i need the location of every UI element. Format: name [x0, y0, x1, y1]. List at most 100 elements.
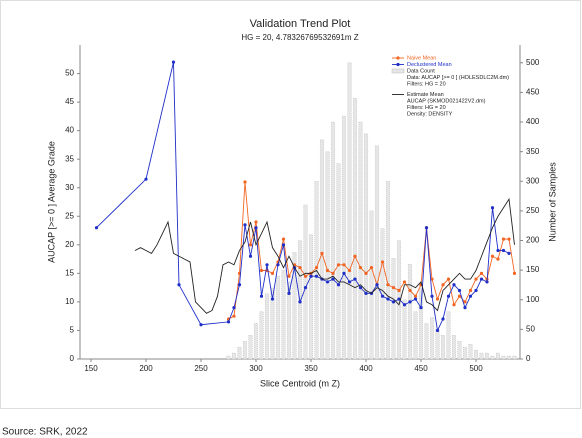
point — [364, 271, 368, 275]
point — [380, 260, 385, 264]
count-bar — [429, 317, 435, 360]
count-bar — [407, 263, 413, 360]
point — [353, 254, 357, 258]
y-tick-label: 10 — [65, 297, 74, 306]
point — [430, 277, 434, 281]
count-bar — [451, 335, 457, 360]
point — [303, 274, 308, 278]
count-bar — [501, 355, 506, 360]
count-bar — [270, 287, 275, 360]
y-tick-label: 0 — [70, 354, 75, 363]
count-bar — [248, 335, 253, 360]
point — [276, 263, 280, 267]
point — [287, 291, 291, 295]
point — [408, 288, 412, 293]
count-bar — [380, 228, 385, 360]
point — [452, 283, 456, 287]
point — [402, 303, 407, 307]
series-line — [134, 197, 515, 314]
count-bar — [374, 145, 380, 360]
point — [364, 291, 368, 295]
point — [342, 271, 346, 275]
y2-tick-label: 150 — [526, 265, 540, 274]
count-bar — [424, 323, 429, 360]
count-bar — [391, 258, 396, 360]
x-tick-label: 450 — [414, 364, 428, 373]
count-bar — [490, 355, 495, 360]
count-bar — [352, 98, 358, 360]
point — [331, 271, 335, 275]
point — [457, 288, 462, 293]
y2-tick-label: 300 — [526, 176, 540, 185]
count-bar — [347, 62, 352, 360]
count-bar — [369, 210, 374, 360]
y-tick-label: 40 — [65, 126, 74, 135]
count-bar — [358, 121, 363, 360]
count-bar — [226, 355, 231, 360]
point — [254, 226, 258, 230]
count-bar — [286, 281, 292, 360]
y2-axis-label: Number of Samples — [547, 162, 557, 242]
point — [298, 300, 302, 304]
count-bar — [264, 293, 270, 360]
point — [413, 297, 418, 301]
point — [430, 294, 434, 298]
count-bar — [259, 311, 264, 360]
count-bar — [457, 340, 462, 360]
point — [496, 248, 500, 253]
y-tick-label: 20 — [65, 240, 74, 249]
count-bar — [402, 299, 407, 360]
point — [243, 223, 247, 227]
point — [424, 226, 429, 230]
y2-tick-label: 250 — [526, 206, 540, 215]
count-bar — [237, 346, 242, 360]
point — [391, 300, 396, 304]
count-bar — [308, 234, 314, 360]
point — [314, 274, 319, 278]
point — [287, 274, 291, 278]
point — [402, 280, 407, 284]
count-bar — [495, 352, 501, 360]
point — [474, 288, 478, 293]
point — [490, 206, 495, 210]
point — [358, 266, 363, 270]
point — [435, 328, 440, 333]
point — [232, 306, 236, 310]
count-bar — [435, 329, 440, 360]
x-axis-label: Slice Centroid (m Z) — [260, 378, 340, 388]
point — [496, 257, 500, 261]
count-bar — [418, 287, 424, 360]
x-tick-label: 150 — [84, 364, 98, 373]
point — [397, 288, 401, 293]
chart-frame — [0, 0, 581, 409]
count-bar — [292, 252, 297, 360]
point — [479, 271, 484, 275]
point — [226, 320, 231, 324]
point — [507, 237, 511, 241]
point — [342, 263, 346, 267]
count-bar — [275, 275, 281, 360]
point — [237, 283, 242, 287]
point — [270, 297, 275, 301]
point — [347, 268, 352, 273]
point — [474, 277, 478, 281]
point — [490, 254, 495, 258]
point — [380, 294, 385, 298]
point — [485, 280, 489, 284]
y-tick-label: 35 — [65, 154, 74, 163]
count-bar — [479, 352, 484, 360]
caption: Source: SRK, 2022 — [2, 427, 88, 438]
legend-marker — [396, 56, 400, 60]
x-tick-label: 400 — [359, 364, 373, 373]
point — [232, 314, 236, 318]
x-tick-label: 200 — [139, 364, 153, 373]
point — [248, 254, 253, 258]
y-axis-label: AUCAP [>= 0 ] Average Grade — [46, 141, 56, 263]
point — [177, 283, 181, 287]
point — [259, 268, 264, 273]
legend-detail: AUCAP (SKMOD021422V2.dm) — [407, 98, 486, 104]
point — [144, 177, 148, 181]
point — [435, 297, 440, 301]
legend-label: Declustered Mean — [407, 62, 452, 68]
point — [243, 180, 247, 184]
